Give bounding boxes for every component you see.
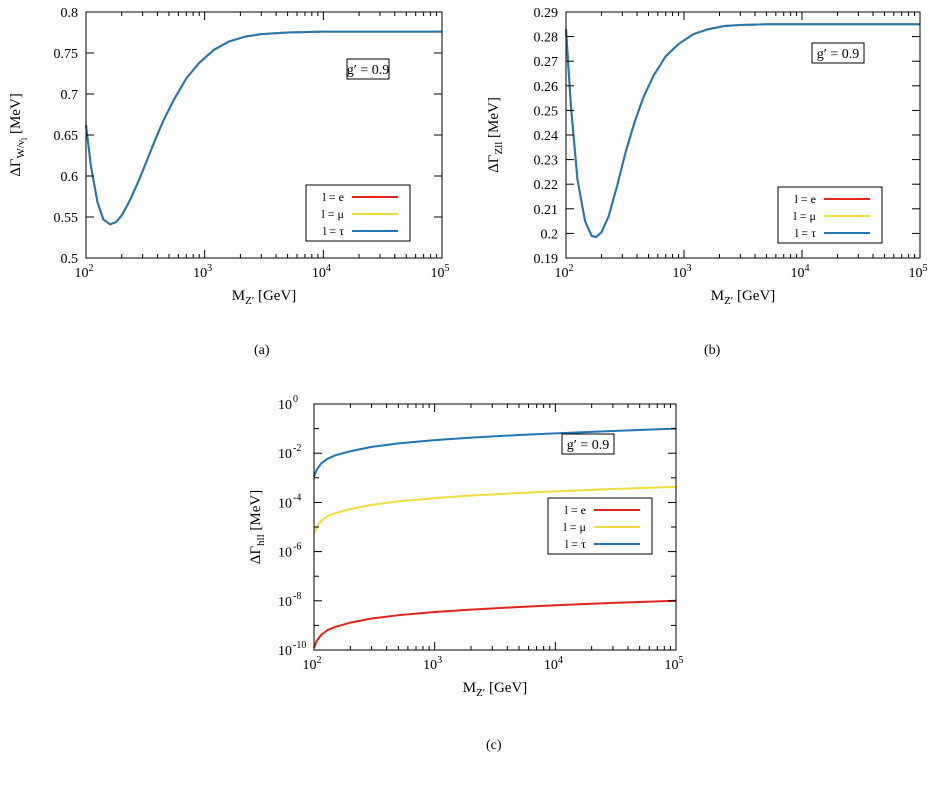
- y-tick-label: 0.29: [534, 6, 559, 21]
- y-tick-label: 0.24: [534, 129, 559, 144]
- y-tick-label: 0.5: [61, 252, 79, 267]
- series-line-c-tau: [313, 427, 677, 478]
- annotation-box: [346, 58, 390, 80]
- y-tick-label: 0.28: [534, 31, 559, 46]
- y-tick-label: 0.6: [61, 170, 79, 185]
- x-axis-label: MZ′ [GeV]: [232, 288, 297, 307]
- x-tick-label: 103: [423, 655, 442, 673]
- legend: l = e l = μ l = τ: [777, 186, 883, 244]
- chart-a: 102 103 104 105 0.5 0.55 0.6 0.65 0.7 0.75 0.8 MZ′ …: [8, 6, 450, 307]
- x-tick-label: 105: [665, 655, 684, 673]
- x-tick-label: 102: [303, 655, 322, 673]
- y-tick-exponent: -10: [293, 640, 306, 651]
- y-tick-label: 10: [278, 496, 292, 511]
- x-tick-label: 105: [909, 263, 928, 281]
- caption-b: (b): [704, 343, 721, 358]
- series-line-a-tau: [85, 30, 442, 226]
- chart-b: 102 103 104 105 0.19 0.2 0.21 0.22 0.23 0.24 0.25 0…: [486, 6, 928, 307]
- x-tick-label: 103: [193, 263, 212, 281]
- y-tick-label: 0.19: [534, 252, 559, 267]
- y-tick-label: 0.7: [61, 88, 79, 103]
- legend: l = e l = μ l = τ: [547, 497, 653, 555]
- x-axis-label: MZ′ [GeV]: [463, 680, 528, 699]
- annotation-box: [561, 433, 615, 455]
- legend-label-e: l = e: [323, 190, 344, 204]
- caption-c: (c): [486, 738, 502, 753]
- legend: l = e l = μ l = τ: [305, 184, 411, 242]
- series-line-b-tau: [565, 23, 920, 239]
- y-tick-label: 10: [278, 546, 292, 561]
- y-axis-label: ΔΓhll [MeV]: [248, 490, 267, 565]
- y-tick-label: 0.75: [54, 47, 79, 62]
- y-tick-label: 0.8: [61, 6, 79, 21]
- annotation-text: g′ = 0.9: [347, 63, 389, 78]
- y-tick-label: 0.26: [534, 80, 559, 95]
- y-tick-label: 0.27: [534, 55, 559, 70]
- x-tick-label: 102: [555, 263, 574, 281]
- legend-label-tau: l = τ: [565, 537, 586, 551]
- legend-label-mu: l = μ: [321, 207, 344, 221]
- y-tick-label: 0.23: [534, 154, 559, 169]
- x-tick-label: 104: [544, 655, 563, 673]
- legend-label-tau: l = τ: [323, 224, 344, 238]
- legend-label-mu: l = μ: [563, 520, 586, 534]
- legend-label-tau: l = τ: [795, 226, 816, 240]
- y-tick-label: 10: [278, 398, 292, 413]
- y-tick-label: 0.55: [54, 211, 79, 226]
- y-tick-label: 10: [278, 447, 292, 462]
- y-tick-label: 10: [278, 644, 292, 659]
- x-axis-label: MZ′ [GeV]: [711, 288, 776, 307]
- y-tick-label: 10: [278, 595, 292, 610]
- x-tick-label: 103: [673, 263, 692, 281]
- legend-label-mu: l = μ: [793, 209, 816, 223]
- y-tick-label: 0.22: [534, 178, 559, 193]
- series-line-c-mu: [313, 485, 677, 535]
- x-tick-label: 105: [431, 263, 450, 281]
- y-tick-exponent: -2: [293, 443, 301, 454]
- x-tick-label: 104: [791, 263, 810, 281]
- legend-label-e: l = e: [795, 192, 816, 206]
- caption-a: (a): [254, 343, 270, 358]
- y-tick-label: 0.21: [534, 203, 559, 218]
- series-line-c-e: [313, 599, 677, 649]
- y-axis-label: ΔΓZll [MeV]: [486, 97, 505, 173]
- y-tick-label: 0.65: [54, 129, 79, 144]
- y-tick-exponent: 0: [293, 394, 298, 405]
- x-tick-label: 102: [75, 263, 94, 281]
- legend-label-e: l = e: [565, 503, 586, 517]
- annotation-box: [811, 42, 865, 64]
- y-tick-exponent: -8: [293, 591, 301, 602]
- annotation-text: g′ = 0.9: [817, 47, 859, 62]
- y-tick-exponent: -4: [293, 492, 301, 503]
- y-tick-exponent: -6: [293, 542, 301, 553]
- y-tick-label: 0.25: [534, 104, 559, 119]
- y-axis-label: ΔΓW/νl [MeV]: [8, 93, 29, 177]
- y-tick-label: 0.2: [541, 227, 559, 242]
- annotation-text: g′ = 0.9: [567, 438, 609, 453]
- x-tick-label: 104: [312, 263, 331, 281]
